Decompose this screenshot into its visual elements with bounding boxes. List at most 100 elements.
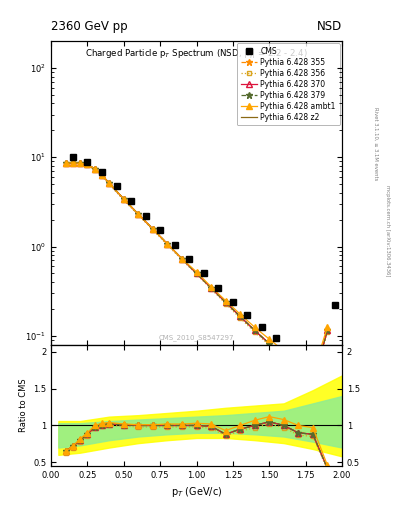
- Pythia 6.428 355: [252, 327, 257, 333]
- Line: Pythia 6.428 z2: Pythia 6.428 z2: [66, 163, 327, 382]
- Pythia 6.428 ambt1: [281, 348, 286, 354]
- Pythia 6.428 z2: [194, 270, 199, 276]
- Line: Pythia 6.428 355: Pythia 6.428 355: [62, 159, 331, 386]
- CMS: [85, 159, 90, 165]
- Pythia 6.428 356: [325, 329, 330, 335]
- Pythia 6.428 356: [238, 315, 242, 321]
- Pythia 6.428 ambt1: [92, 166, 97, 172]
- Pythia 6.428 355: [85, 161, 90, 167]
- CMS: [274, 335, 279, 341]
- Pythia 6.428 ambt1: [71, 160, 75, 166]
- Pythia 6.428 ambt1: [223, 297, 228, 304]
- Pythia 6.428 379: [71, 160, 75, 166]
- Pythia 6.428 356: [100, 173, 105, 179]
- CMS: [158, 226, 163, 232]
- Pythia 6.428 z2: [223, 299, 228, 305]
- Pythia 6.428 ambt1: [78, 160, 83, 166]
- Pythia 6.428 379: [238, 313, 242, 319]
- Pythia 6.428 356: [78, 161, 83, 167]
- Pythia 6.428 370: [107, 180, 112, 186]
- Pythia 6.428 379: [85, 161, 90, 167]
- Pythia 6.428 z2: [165, 241, 170, 247]
- Pythia 6.428 370: [223, 299, 228, 305]
- Pythia 6.428 356: [209, 286, 213, 292]
- Pythia 6.428 379: [209, 285, 213, 291]
- Pythia 6.428 379: [78, 160, 83, 166]
- Pythia 6.428 379: [165, 241, 170, 247]
- Pythia 6.428 356: [71, 160, 75, 166]
- Pythia 6.428 370: [92, 166, 97, 172]
- Pythia 6.428 z2: [100, 172, 105, 178]
- Pythia 6.428 ambt1: [267, 336, 272, 342]
- Pythia 6.428 379: [151, 226, 155, 232]
- Pythia 6.428 356: [296, 368, 301, 374]
- Pythia 6.428 355: [325, 327, 330, 333]
- Pythia 6.428 356: [223, 301, 228, 307]
- Pythia 6.428 370: [63, 160, 68, 166]
- Pythia 6.428 355: [121, 196, 126, 202]
- CMS: [303, 356, 308, 362]
- Pythia 6.428 370: [136, 211, 141, 217]
- Pythia 6.428 z2: [151, 226, 155, 232]
- Pythia 6.428 355: [78, 160, 83, 166]
- CMS: [260, 324, 264, 330]
- Pythia 6.428 370: [310, 379, 315, 386]
- Pythia 6.428 ambt1: [209, 284, 213, 290]
- Text: 2360 GeV pp: 2360 GeV pp: [51, 20, 128, 33]
- Legend: CMS, Pythia 6.428 355, Pythia 6.428 356, Pythia 6.428 370, Pythia 6.428 379, Pyt: CMS, Pythia 6.428 355, Pythia 6.428 356,…: [237, 43, 340, 125]
- Pythia 6.428 356: [310, 381, 315, 387]
- Pythia 6.428 370: [78, 160, 83, 166]
- Pythia 6.428 z2: [136, 211, 141, 217]
- Pythia 6.428 z2: [267, 340, 272, 347]
- Pythia 6.428 370: [151, 226, 155, 232]
- Pythia 6.428 356: [180, 257, 184, 263]
- Pythia 6.428 z2: [85, 161, 90, 167]
- Line: Pythia 6.428 370: Pythia 6.428 370: [63, 160, 330, 386]
- Pythia 6.428 379: [121, 196, 126, 202]
- Pythia 6.428 z2: [63, 160, 68, 166]
- Pythia 6.428 370: [296, 367, 301, 373]
- Pythia 6.428 370: [121, 196, 126, 202]
- CMS: [332, 302, 337, 308]
- Pythia 6.428 356: [252, 329, 257, 335]
- Pythia 6.428 355: [310, 379, 315, 386]
- Y-axis label: Ratio to CMS: Ratio to CMS: [18, 378, 28, 432]
- CMS: [71, 154, 75, 160]
- Pythia 6.428 379: [267, 340, 272, 347]
- Line: Pythia 6.428 ambt1: Pythia 6.428 ambt1: [63, 160, 330, 376]
- Pythia 6.428 ambt1: [252, 324, 257, 330]
- Pythia 6.428 370: [281, 354, 286, 360]
- Text: mcplots.cern.ch [arXiv:1306.3436]: mcplots.cern.ch [arXiv:1306.3436]: [385, 185, 389, 276]
- Pythia 6.428 355: [238, 313, 242, 319]
- Line: Pythia 6.428 379: Pythia 6.428 379: [62, 159, 331, 386]
- CMS: [114, 183, 119, 189]
- Pythia 6.428 ambt1: [296, 358, 301, 364]
- Pythia 6.428 z2: [296, 367, 301, 373]
- Pythia 6.428 379: [107, 180, 112, 186]
- Pythia 6.428 379: [223, 299, 228, 305]
- Pythia 6.428 370: [209, 285, 213, 291]
- Pythia 6.428 z2: [180, 255, 184, 262]
- Pythia 6.428 356: [85, 162, 90, 168]
- Pythia 6.428 z2: [252, 327, 257, 333]
- Pythia 6.428 370: [85, 161, 90, 167]
- Pythia 6.428 ambt1: [238, 311, 242, 317]
- X-axis label: p$_{T}$ (GeV/c): p$_{T}$ (GeV/c): [171, 485, 222, 499]
- Pythia 6.428 ambt1: [107, 180, 112, 186]
- Pythia 6.428 ambt1: [151, 226, 155, 232]
- Pythia 6.428 356: [107, 181, 112, 187]
- Pythia 6.428 370: [165, 241, 170, 247]
- Text: Rivet 3.1.10, ≥ 3.1M events: Rivet 3.1.10, ≥ 3.1M events: [373, 106, 378, 180]
- Pythia 6.428 370: [267, 340, 272, 347]
- Pythia 6.428 355: [92, 166, 97, 172]
- Pythia 6.428 z2: [121, 196, 126, 202]
- CMS: [187, 256, 192, 262]
- Text: CMS_2010_S8547297: CMS_2010_S8547297: [159, 335, 234, 342]
- Pythia 6.428 379: [296, 367, 301, 373]
- Pythia 6.428 379: [100, 172, 105, 178]
- Pythia 6.428 z2: [209, 285, 213, 291]
- Pythia 6.428 379: [63, 160, 68, 166]
- Pythia 6.428 355: [100, 172, 105, 178]
- Line: CMS: CMS: [70, 155, 338, 362]
- Pythia 6.428 370: [325, 327, 330, 333]
